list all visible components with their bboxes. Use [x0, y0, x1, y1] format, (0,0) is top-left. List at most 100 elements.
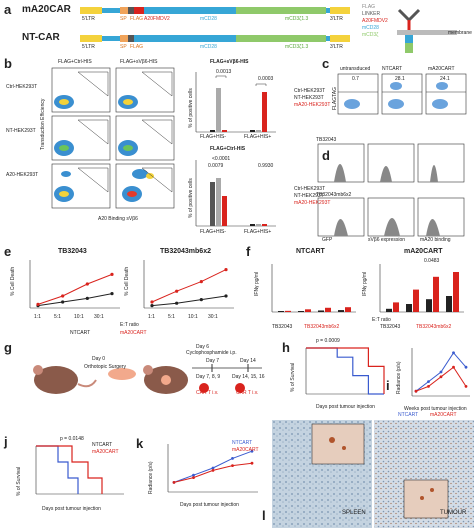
i-data-point	[439, 375, 443, 379]
h-xlabel: Days post tumour injection	[316, 404, 375, 410]
k-data-point	[172, 481, 176, 484]
f-title-2: mA20CART	[404, 248, 443, 255]
c-flow-plots	[337, 73, 467, 115]
c-value-1: 0.7	[352, 76, 359, 82]
b-legend2-2: NT-HEK293T	[294, 193, 324, 199]
b-bottom-p3: 0.9930	[258, 163, 274, 169]
e-data-point	[150, 304, 154, 308]
e-tick-2: 5:1	[54, 314, 61, 320]
k-data-point	[192, 476, 195, 479]
k-data-point	[192, 473, 195, 477]
construct-ma20car	[80, 7, 350, 14]
k-data-point	[231, 464, 234, 467]
i-data-point	[464, 365, 468, 369]
cd28-label-1: mCD28	[200, 16, 217, 22]
f-title-1: NTCART	[296, 248, 325, 255]
i-data-point	[452, 351, 455, 355]
f-ylabel-1: IFNγ pg/ml	[254, 271, 260, 296]
cd3z-label-2: mCD3ζ1.3	[285, 44, 309, 50]
flow-plots	[51, 67, 175, 209]
b-bottom-p2: 0.0079	[208, 163, 224, 169]
j-pvalue: p = 0.0148	[60, 436, 84, 442]
e-line-charts	[29, 260, 234, 309]
car-schematic	[397, 8, 457, 53]
j-ylabel: % of Survival	[16, 466, 22, 496]
g-day141516: Day 14, 15, 16	[232, 374, 265, 380]
f-bar-charts	[271, 264, 464, 313]
e-data-point	[36, 302, 40, 306]
panel-a-label: a	[4, 2, 12, 17]
g-day14: Day 14	[240, 358, 256, 364]
l-tumour-label: TUMOUR	[440, 510, 467, 516]
b-legend-1: Ctrl-HEK293T	[294, 88, 326, 94]
panel-d-label: d	[322, 148, 330, 163]
j-legend-1: NTCART	[92, 442, 113, 448]
d-xlabel-3: mA20 binding	[420, 237, 451, 243]
k-radiance-chart	[167, 444, 258, 493]
f-bar	[453, 272, 459, 312]
j-survival-line-ma20cart	[36, 445, 103, 494]
j-xlabel: Days post tumour injection	[42, 506, 101, 512]
i-legend-2: mA20CART	[430, 412, 457, 418]
i-data-point	[427, 385, 430, 388]
construct-ntcar	[80, 35, 350, 42]
i-data-point	[464, 385, 468, 388]
f-bar	[413, 289, 419, 312]
f-bar	[433, 276, 439, 312]
a20-label-1: A20FMDV2	[144, 16, 170, 22]
k-series-line	[173, 462, 253, 483]
ltr5-label-1: 5'LTR	[82, 16, 95, 22]
panel-i-label: i	[386, 378, 390, 393]
g-cart-2: CAR T i.v.	[236, 390, 259, 396]
b-bottom-title: FLAG+Ctrl-HIS	[210, 146, 246, 152]
g-surgery: Orthotopic Surgery	[84, 364, 126, 370]
f-legend-2: TB32043mb6x2	[304, 324, 340, 330]
legend-cd3z: mCD3ζ	[362, 32, 379, 38]
panel-f-label: f	[246, 244, 251, 259]
e-data-point	[175, 289, 179, 293]
e-series-line	[151, 269, 227, 303]
pancreas-icon	[108, 368, 136, 380]
k-ylabel: Radiance (p/s)	[148, 461, 154, 494]
panel-e-label: e	[4, 244, 12, 259]
construct-ntcar-name: NT-CAR	[22, 32, 60, 43]
e-data-point	[85, 296, 89, 300]
k-legend-1: NTCART	[232, 440, 253, 446]
g-cart-1: CAR T i.v.	[196, 390, 219, 396]
h-ylabel: % of Survival	[290, 362, 296, 392]
h-pvalue: p = 0.0009	[316, 338, 340, 344]
ltr3-label-2: 3'LTR	[330, 44, 343, 50]
e-series-line	[37, 293, 113, 307]
e-legend-2: mA20CART	[120, 330, 147, 336]
panel-b-label: b	[4, 56, 12, 71]
e-series-line	[37, 273, 113, 305]
f-bar	[406, 304, 412, 312]
e-data-point	[85, 282, 89, 286]
f-legend-1: TB32043	[272, 324, 293, 330]
flag-label-2: FLAG	[130, 44, 144, 50]
f-bar	[298, 311, 304, 312]
b-top-cat1: FLAG+HIS-	[200, 134, 226, 140]
i-ylabel: Radiance (p/s)	[396, 361, 402, 394]
b-row-label-3: A20-HEK293T	[6, 172, 39, 178]
legend-a20: A20FMDV2	[362, 18, 388, 24]
b-top-ylabel: % of positive cells	[188, 88, 194, 128]
g-day7: Day 7	[206, 358, 220, 364]
ltr3-label-1: 3'LTR	[330, 16, 343, 22]
f-legend-4: TB32043mb6x2	[416, 324, 452, 330]
sp-label-2: SP	[120, 44, 127, 50]
b-row-label-2: NT-HEK293T	[6, 128, 36, 134]
f-bar	[345, 307, 351, 312]
h-survival-chart	[305, 347, 385, 395]
e-data-point	[175, 301, 179, 305]
c-header-1: untransduced	[340, 66, 371, 72]
f-bar	[305, 309, 311, 312]
h-survival-line	[306, 347, 384, 395]
e-tick-7: 10:1	[188, 314, 198, 320]
d-xlabel-2: sVβ6 expression	[368, 237, 406, 243]
b-top-cat2: FLAG+HIS+	[244, 134, 272, 140]
panel-l-label: l	[262, 508, 266, 523]
f-bar	[318, 310, 324, 312]
e-tick-3: 10:1	[74, 314, 84, 320]
panel-k-label: k	[136, 436, 144, 451]
